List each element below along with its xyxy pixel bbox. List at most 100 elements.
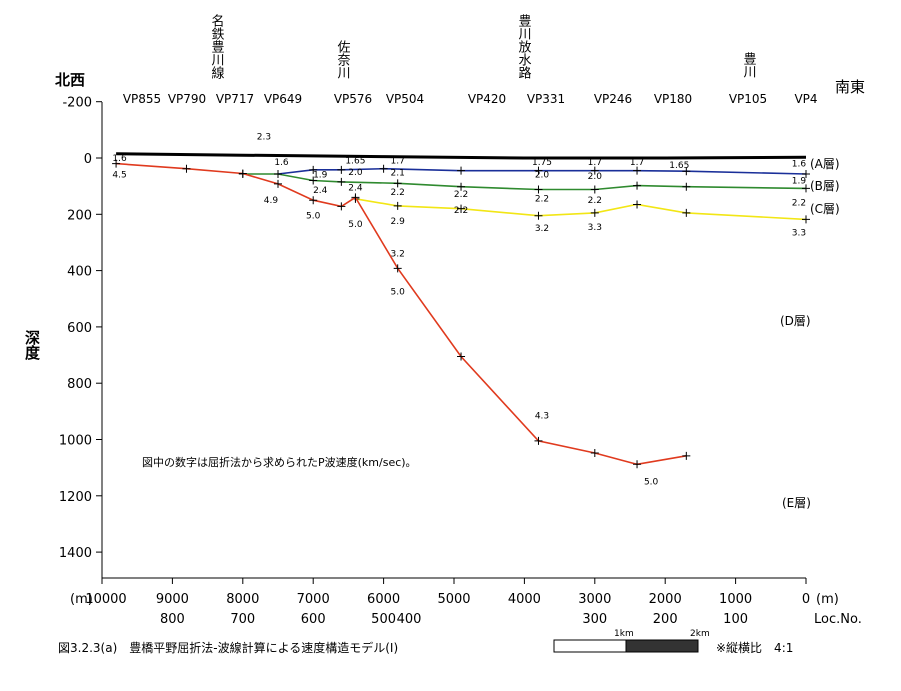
loc-no-label: Loc.No. <box>814 612 862 627</box>
velocity-label: 4.9 <box>264 196 279 206</box>
vp-label: VP4 <box>794 92 817 106</box>
series-2-point <box>457 182 466 191</box>
series-1-point <box>802 170 810 179</box>
layer-label-c: (C層) <box>810 202 840 216</box>
x-tick-label: 7000 <box>297 592 330 607</box>
x-unit-left: (m) <box>70 592 93 607</box>
y-axis-label: 深度 <box>23 329 41 361</box>
x-tick-label: 3000 <box>578 592 611 607</box>
velocity-label: 3.3 <box>588 223 602 233</box>
velocity-label: 1.75 <box>532 158 552 168</box>
series-4-point <box>534 436 543 445</box>
vp-label: VP576 <box>334 92 372 106</box>
series-4-point <box>274 179 282 188</box>
loc-tick-label: 400 <box>397 612 422 627</box>
series-3-point <box>802 215 810 224</box>
velocity-label: 1.9 <box>313 171 328 181</box>
velocity-label: 3.2 <box>391 250 405 260</box>
velocity-label: 1.7 <box>391 157 405 167</box>
velocity-label: 3.3 <box>792 228 806 238</box>
series-4-point <box>112 159 121 168</box>
velocity-label: 1.65 <box>669 161 689 171</box>
velocity-label: 5.0 <box>306 212 321 222</box>
series-4-point <box>182 164 191 173</box>
velocity-label: 3.2 <box>535 224 549 234</box>
series-3-point <box>590 208 599 217</box>
y-tick-label: 600 <box>67 321 92 336</box>
loc-tick-label: 700 <box>230 612 255 627</box>
vp-label: VP717 <box>216 92 254 106</box>
loc-tick-label: 600 <box>301 612 326 627</box>
series-1-point <box>379 164 388 173</box>
y-tick-label: 400 <box>67 265 92 280</box>
series-1-point <box>682 167 691 176</box>
vp-label: VP105 <box>729 92 767 106</box>
layer-label-a: (A層) <box>810 157 840 171</box>
velocity-label: 2.4 <box>313 186 328 196</box>
series-1-point <box>590 166 599 175</box>
series-line-4 <box>116 162 687 466</box>
x-tick-label: 0 <box>802 592 810 607</box>
loc-tick-label: 500 <box>371 612 396 627</box>
series-3-point <box>534 211 543 220</box>
series-1-point <box>457 166 466 175</box>
layer-label-e: (E層) <box>782 496 811 510</box>
velocity-label: 2.2 <box>588 196 602 206</box>
vp-label: VP180 <box>654 92 692 106</box>
series-3-point <box>393 201 402 210</box>
direction-northwest: 北西 <box>55 71 85 89</box>
y-tick-label: -200 <box>62 96 92 111</box>
x-unit-right: (m) <box>816 592 839 607</box>
series-1-point <box>534 166 543 175</box>
scale-bar: 1km 2km <box>553 629 710 653</box>
velocity-label: 4.3 <box>535 411 549 421</box>
series-3-point <box>457 204 466 213</box>
velocity-label: 1.6 <box>112 154 127 164</box>
loc-tick-label: 200 <box>653 612 678 627</box>
loc-tick-label: 800 <box>160 612 185 627</box>
y-tick-label: 200 <box>67 208 92 223</box>
series-3-point <box>682 208 691 217</box>
velocity-label: 5.0 <box>348 220 363 230</box>
y-tick-label: 1000 <box>59 434 92 449</box>
x-tick-label: 4000 <box>508 592 541 607</box>
place-name: 名鉄豊川線 <box>209 13 225 79</box>
series-2-point <box>337 177 346 186</box>
series-1-point <box>633 166 642 175</box>
scale-bar-label-2km: 2km <box>690 629 710 639</box>
series-line-1 <box>277 167 807 175</box>
x-tick-label: 5000 <box>437 592 470 607</box>
velocity-label: 1.65 <box>345 157 365 167</box>
velocity-label: 2.2 <box>454 190 468 200</box>
velocity-label: 2.2 <box>454 206 468 216</box>
x-tick-label: 2000 <box>649 592 682 607</box>
scale-bar-white <box>553 639 627 653</box>
series-4-point <box>337 202 346 211</box>
scale-bar-black <box>625 639 699 653</box>
series-2-point <box>682 182 691 191</box>
scale-bar-label-1km: 1km <box>614 629 634 639</box>
velocity-label: 2.2 <box>792 198 806 208</box>
series-4-point <box>238 169 247 178</box>
series-1-point <box>309 165 318 174</box>
vp-label: VP420 <box>468 92 506 106</box>
series-4-point <box>457 352 466 361</box>
series-2-point <box>590 185 599 194</box>
place-name: 豊川放水路 <box>516 14 532 79</box>
series-2-point <box>274 170 282 179</box>
series-3-point <box>633 200 642 209</box>
y-tick-label: 1400 <box>59 546 92 561</box>
velocity-label: 5.0 <box>644 478 659 488</box>
place-name: 佐奈川 <box>335 40 351 79</box>
velocity-label: 1.7 <box>588 158 602 168</box>
velocity-label: 2.3 <box>257 133 271 143</box>
vp-label: VP649 <box>264 92 302 106</box>
loc-tick-label: 100 <box>723 612 748 627</box>
x-tick-label: 1000 <box>719 592 752 607</box>
velocity-note: 図中の数字は屈折法から求められたP波速度(km/sec)。 <box>142 455 417 469</box>
vp-label: VP855 <box>123 92 161 106</box>
series-4-point <box>351 193 360 202</box>
aspect-ratio-note: ※縦横比 4:1 <box>716 641 793 655</box>
figure-caption: 図3.2.3(a) 豊橋平野屈折法-波線計算による速度構造モデル(Ⅰ) <box>58 640 398 655</box>
